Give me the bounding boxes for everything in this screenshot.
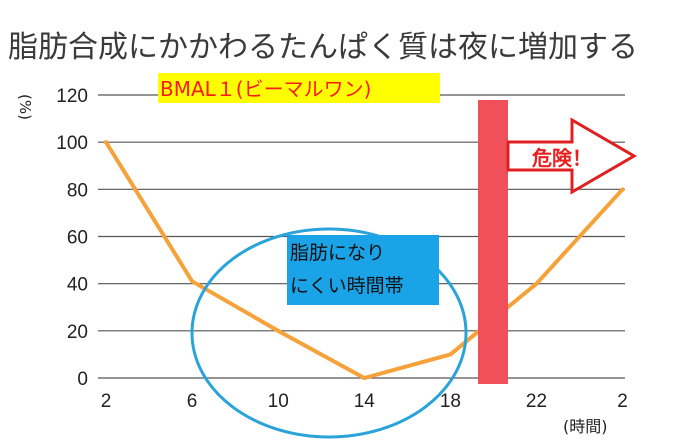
zone-label-line2: にくい時間帯: [290, 275, 404, 297]
danger-arrow-icon: [506, 117, 637, 195]
low-fat-zone-ellipse: [190, 227, 468, 439]
bmal-banner-background: [158, 73, 440, 103]
x-tick-label: 18: [440, 391, 461, 412]
danger-time-bar: [478, 100, 508, 384]
chart-title: 脂肪合成にかかわるたんぱく質は夜に増加する: [8, 30, 638, 65]
x-tick-label: 22: [526, 391, 547, 412]
x-axis-unit: (時間): [563, 417, 608, 436]
series-point: [190, 279, 195, 284]
y-tick-label: 0: [77, 369, 88, 390]
zone-label-background: [287, 235, 439, 305]
series-point: [534, 281, 539, 286]
y-tick-label: 80: [67, 180, 88, 201]
x-tick-label: 10: [268, 391, 289, 412]
y-tick-label: 20: [67, 322, 88, 343]
x-tick-label: 2: [617, 391, 628, 412]
danger-label: 危険！: [532, 146, 592, 170]
series-point: [448, 352, 453, 357]
y-tick-labels: 0 20 40 60 80 100 120: [56, 86, 88, 390]
y-tick-label: 40: [67, 275, 88, 296]
series-point: [362, 376, 367, 380]
bmal-banner-label: BMAL１(ビーマルワン): [160, 77, 371, 101]
x-tick-labels: 2 6 10 14 18 22 2: [101, 391, 628, 412]
x-tick-label: 6: [187, 391, 198, 412]
x-tick-label: 2: [101, 391, 112, 412]
series-point: [104, 140, 108, 145]
y-axis-unit: (%): [16, 94, 34, 120]
y-tick-label: 60: [67, 228, 88, 249]
zone-label-line1: 脂肪になり: [290, 242, 385, 264]
series-point: [620, 187, 625, 192]
series-group: [104, 140, 625, 380]
x-tick-label: 14: [354, 391, 376, 412]
series-point: [276, 328, 281, 333]
y-tick-label: 120: [56, 86, 88, 107]
y-tick-label: 100: [56, 133, 88, 154]
